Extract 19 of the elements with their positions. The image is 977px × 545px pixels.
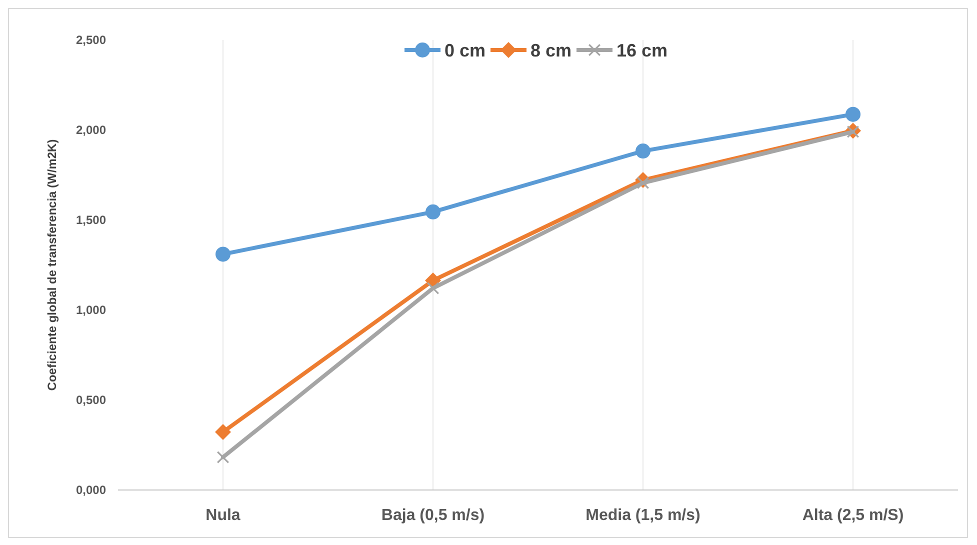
y-tick-label: 0,000 [76, 483, 106, 498]
x-tick-label: Baja (0,5 m/s) [381, 507, 485, 524]
point [216, 246, 230, 262]
legend-label: 8 cm [530, 40, 572, 60]
y-tick-label: 1,000 [76, 303, 106, 318]
y-axis-title: Coeficiente global de transferencia (W/m2K) [45, 139, 59, 391]
x-tick-label: Nula [206, 507, 240, 524]
x-tick-label: Alta (2,5 m/S) [802, 507, 904, 524]
y-tick-label: 2,500 [76, 33, 106, 48]
y-tick-label: 2,000 [76, 123, 106, 138]
y-tick-label: 1,500 [76, 213, 106, 228]
y-tick-label: 0,500 [76, 393, 106, 408]
x-tick-label: Media (1,5 m/s) [586, 507, 700, 524]
legend-label: 16 cm [616, 40, 668, 60]
legend-label: 0 cm [444, 40, 486, 60]
point [636, 144, 650, 159]
point [846, 106, 860, 122]
point [426, 204, 440, 220]
point [215, 424, 231, 440]
